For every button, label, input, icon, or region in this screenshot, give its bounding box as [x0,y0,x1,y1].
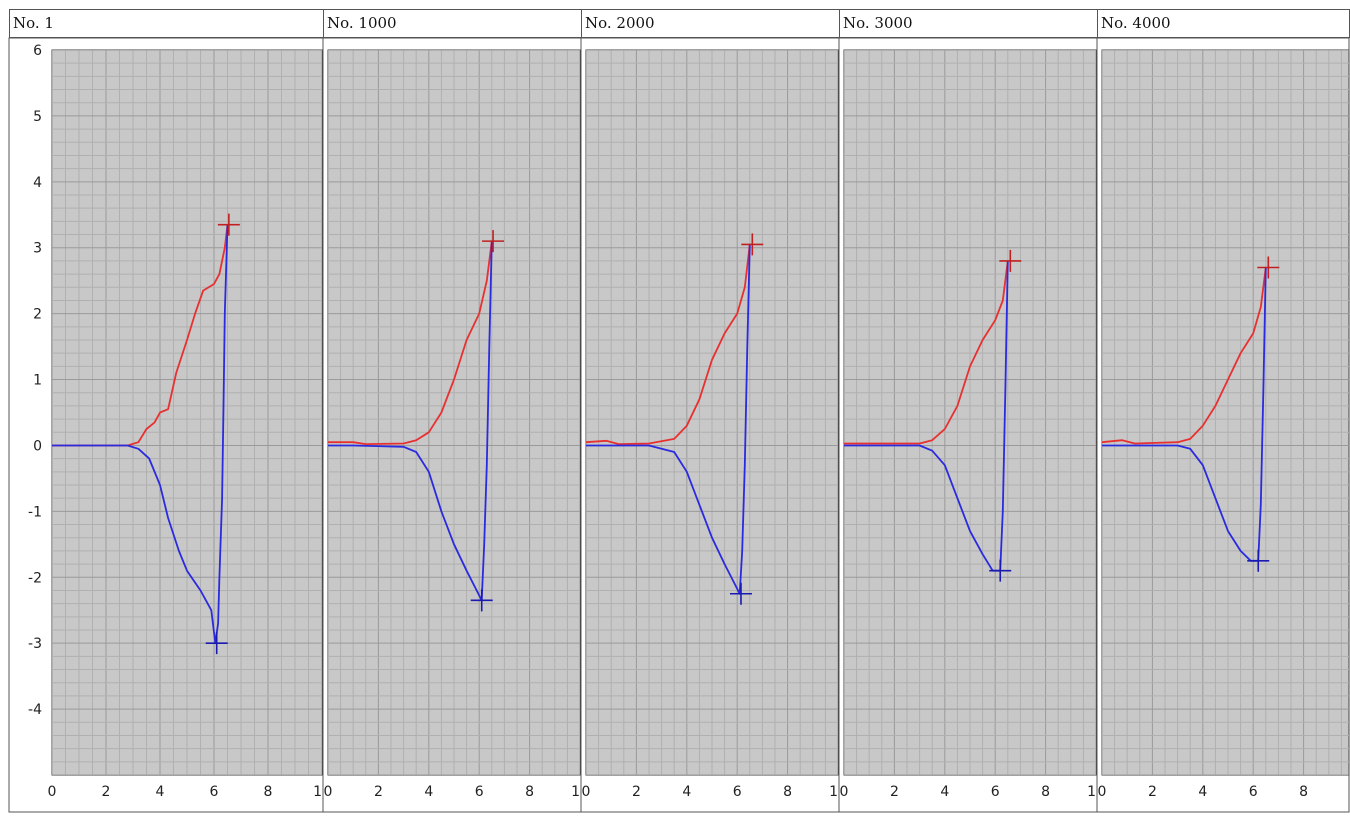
panel-1-x-tick-label: 0 [48,784,57,800]
panel-3-x-tick-label: 8 [783,784,792,800]
panel-4-x-tick-label: 0 [840,784,849,800]
panel-4-series-blue-line [844,260,1009,572]
panel-4-grid [844,50,1096,775]
panel-2-series-red-line [328,240,493,446]
panel-5-title: No. 4000 [1097,9,1350,38]
panel-4-x-tick-label: 8 [1041,784,1050,800]
panel-4-max-marker [999,249,1022,272]
panel-4-x-tick-label: 4 [940,784,949,800]
panel-2-grid [328,50,580,775]
panel-4-min-marker [989,559,1012,582]
panel-1-y-tick-label: 4 [33,175,42,191]
panel-1-y-tick-label: 5 [33,109,42,125]
panel-1-y-tick-label: 3 [33,241,42,257]
panel-1-y-tick-label: 2 [33,307,42,323]
panel-3-x-tick-label: 4 [682,784,691,800]
panel-3-min-marker [729,582,752,605]
panel-3-max-marker [741,233,764,256]
panel-1-title: No. 1 [9,9,324,38]
panel-3-x-tick-label: 6 [733,784,742,800]
panel-1-series-blue-line [52,224,229,645]
panel-1-series-red-line [52,224,229,447]
panel-1-x-tick-label: 2 [102,784,111,800]
panel-4-x-tick-label: 2 [890,784,899,800]
panel-5-series-red-line [1102,267,1267,445]
panel-5-min-marker [1247,549,1270,572]
panel-1-y-tick-label: 6 [33,43,42,59]
panel-2-x-tick-label: 4 [424,784,433,800]
panel-5-x-tick-label: 0 [1098,784,1107,800]
panel-5-x-tick-label: 6 [1249,784,1258,800]
panel-3-grid [586,50,838,775]
panel-1-y-tick-label: -3 [28,636,42,652]
panel-1-x-tick-label: 6 [210,784,219,800]
panel-5-grid [1102,50,1349,775]
panel-1-max-marker [217,213,240,236]
panel-1-y-tick-label: -2 [28,570,42,586]
panel-3-series-red-line [586,244,751,446]
panel-3-series-blue-line [586,244,751,595]
panel-5-x-tick-label: 8 [1299,784,1308,800]
panel-5-x-tick-label: 4 [1198,784,1207,800]
panel-5-series-blue-line [1102,267,1267,562]
panel-4-x-tick-label: 6 [991,784,1000,800]
panel-2-series-blue-line [328,241,493,602]
panel-4-series-red-line [844,260,1009,445]
panel-1-y-tick-label: 1 [33,373,42,389]
panel-2-max-marker [482,230,505,253]
panel-1-grid [52,50,322,775]
panel-1-min-marker [205,632,228,655]
panel-2-x-tick-label: 8 [525,784,534,800]
panel-3-x-tick-label: 2 [632,784,641,800]
panel-2-x-tick-label: 2 [374,784,383,800]
panel-1-y-tick-label: -1 [28,504,42,520]
panel-2-x-tick-label: 6 [475,784,484,800]
panel-2-min-marker [470,589,493,612]
panel-1-y-tick-label: -4 [28,702,42,718]
panel-5-plot-area [1101,49,1350,776]
panel-1-x-tick-label: 4 [156,784,165,800]
panel-5-max-marker [1257,256,1280,279]
panel-1-x-tick-label: 8 [264,784,273,800]
panel-5-x-tick-label: 2 [1148,784,1157,800]
panel-2-x-tick-label: 0 [324,784,333,800]
panel-3-title: No. 2000 [581,9,840,38]
panel-3-x-tick-label: 0 [582,784,591,800]
panel-1-y-tick-label: 0 [33,438,42,454]
